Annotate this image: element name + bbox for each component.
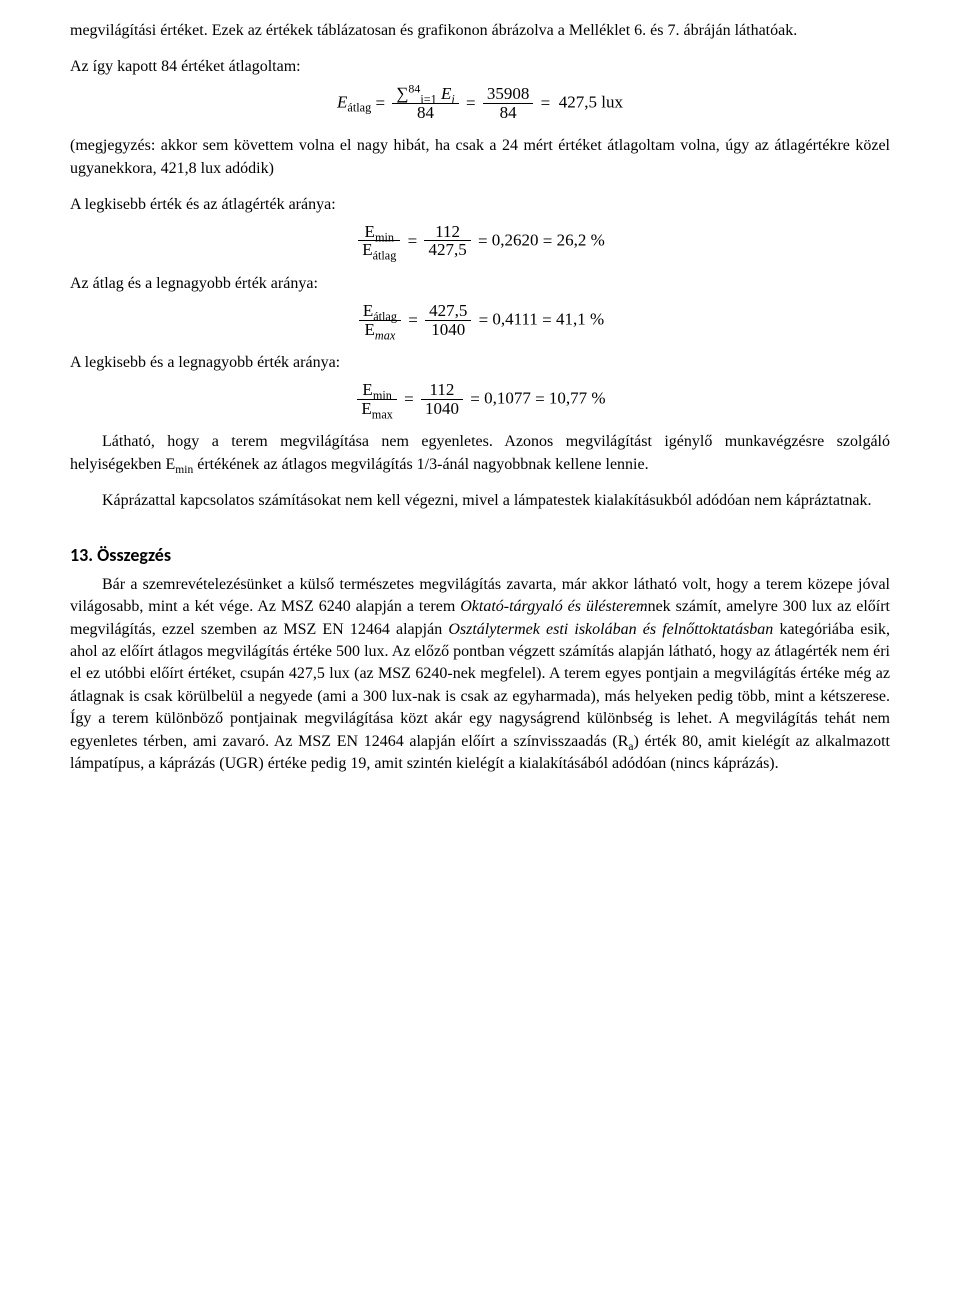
avg-den1: 84 [392,104,458,122]
min-den: 427,5 [424,241,470,259]
avg-num2: 35908 [483,85,534,104]
visible-paragraph: Látható, hogy a terem megvilágítása nem … [70,431,890,476]
min-bot-sub: átlag [373,249,397,263]
minmax-den: 1040 [421,400,463,418]
ratio-minmax-lead: A legkisebb és a legnagyobb érték aránya… [70,352,890,374]
summary-i1: Oktató-tárgyaló és ülésterem [460,598,647,615]
sum-var: E [441,84,451,103]
avgmax-den: 1040 [425,321,471,339]
formula-minmax-ratio: Emin Emax = 112 1040 = 0,1077 = 10,77 % [70,381,890,418]
formula-avgmax-ratio: Eátlag Emax = 427,5 1040 = 0,4111 = 41,1… [70,302,890,339]
visible-sub: min [175,464,193,476]
ratio-avg-lead: Az átlag és a legnagyobb érték aránya: [70,273,890,295]
minmax-pct: 10,77 % [549,388,606,407]
note-paragraph: (megjegyzés: akkor sem követtem volna el… [70,135,890,180]
avgmax-pct: 41,1 % [556,309,604,328]
summary-paragraph: Bár a szemrevételezésünket a külső termé… [70,574,890,776]
visible-post: értékének az átlagos megvilágítás 1/3-án… [193,456,648,473]
ratio-min-lead: A legkisebb érték és az átlagérték arány… [70,194,890,216]
min-dec: 0,2620 [492,230,539,249]
minmax-dec: 0,1077 [484,388,531,407]
avg-lead: Az így kapott 84 értéket átlagoltam: [70,56,890,78]
intro-paragraph: megvilágítási értéket. Ezek az értékek t… [70,20,890,42]
avgmax-num: 427,5 [425,302,471,321]
avg-result: 427,5 lux [559,92,623,111]
formula-min-ratio: Emin Eátlag = 112 427,5 = 0,2620 = 26,2 … [70,223,890,260]
sum-sub: i [451,92,454,106]
avgmax-bot-sub: max [375,328,395,342]
glare-paragraph: Káprázattal kapcsolatos számításokat nem… [70,490,890,512]
min-num: 112 [424,223,470,242]
formula-average: Eátlag = ∑84i=1 Ei 84 = 35908 84 = 427,5… [70,85,890,122]
avg-den2: 84 [483,104,534,122]
summary-s3: kategóriába esik, ahol az előírt átlagos… [70,621,890,750]
min-pct: 26,2 % [557,230,605,249]
section-heading: 13. Összegzés [70,543,890,568]
minmax-num: 112 [421,381,463,400]
minmax-bot-sub: max [372,407,393,421]
avg-lhs-sub: átlag [347,100,371,114]
summary-i2: Osztálytermek esti iskolában és felnőtto… [448,621,773,638]
sum-top: 84 [408,81,420,95]
avgmax-dec: 0,4111 [492,309,538,328]
